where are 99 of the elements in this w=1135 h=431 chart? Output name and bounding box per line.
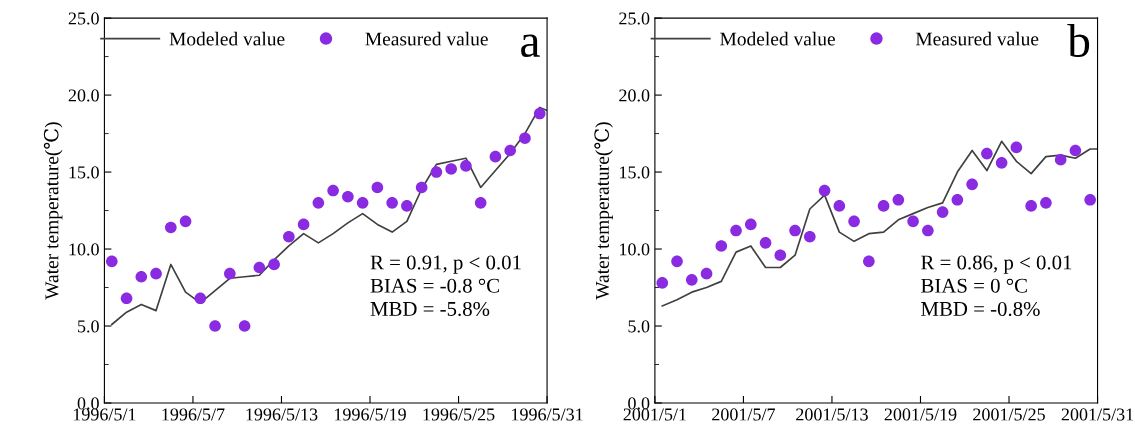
y-tick-label: 20.0 [68, 89, 99, 102]
point [1025, 200, 1037, 212]
point [386, 197, 398, 209]
point [818, 184, 831, 197]
point [981, 147, 993, 160]
y-tick-label: 15.0 [620, 166, 650, 179]
y-tick-label: 5.0 [628, 320, 650, 333]
y-tick-label: 10.0 [69, 243, 99, 256]
point [135, 270, 148, 283]
point [789, 224, 801, 237]
point [238, 320, 251, 332]
x-tick-label: 1996/5/19 [334, 408, 406, 421]
x-tick-label: 2001/5/7 [712, 408, 776, 421]
x-tick-label: 1996/5/7 [162, 408, 225, 421]
point [907, 215, 919, 228]
point [833, 200, 846, 212]
point [1010, 141, 1023, 154]
legend-label: Modeled value [169, 31, 285, 46]
point [863, 255, 875, 268]
point [966, 178, 978, 191]
line-series [110, 106, 548, 326]
point [504, 144, 516, 157]
x-tick-label: 1996/5/31 [512, 408, 583, 421]
x-tick-label: 1996/5/13 [246, 408, 318, 421]
point [489, 150, 502, 163]
point [371, 181, 384, 194]
x-tick-label: 2001/5/25 [973, 408, 1045, 421]
point [165, 221, 177, 234]
point [430, 166, 443, 178]
x-tick-label: 1996/5/25 [423, 408, 495, 421]
chart-title: a [521, 34, 540, 58]
x-tick-label: 2001/5/1 [623, 408, 686, 421]
point [951, 193, 964, 206]
point [700, 267, 713, 280]
y-axis-title: Water temperature(℃) [43, 122, 63, 300]
point [533, 107, 546, 120]
point [936, 206, 949, 218]
legend-label: Modeled value [720, 31, 835, 46]
point [1069, 144, 1082, 157]
annotation: BIAS = -0.8 °C [370, 278, 499, 293]
chart-title: b [1067, 23, 1090, 58]
point [474, 197, 487, 209]
y-tick-label: 10.0 [620, 243, 650, 256]
point [730, 224, 742, 237]
legend-label: Measured value [915, 31, 1039, 46]
point [1084, 193, 1096, 206]
point [342, 190, 354, 203]
y-tick-label: 5.0 [78, 320, 99, 333]
x-tick-label: 1996/5/1 [73, 408, 136, 421]
point [356, 197, 369, 209]
point [209, 320, 221, 332]
x-tick-label: 2001/5/13 [796, 408, 868, 421]
point [656, 277, 669, 289]
y-tick-label: 25.0 [619, 12, 650, 25]
point [253, 261, 266, 274]
point [848, 215, 860, 228]
point [105, 255, 118, 268]
point [297, 218, 310, 231]
point [804, 230, 816, 243]
y-tick-label: 20.0 [619, 89, 650, 102]
point [1054, 153, 1067, 166]
point [312, 197, 325, 209]
point [194, 292, 207, 305]
annotation: MBD = -5.8% [370, 301, 490, 317]
point [715, 240, 728, 252]
point [519, 132, 531, 144]
point [445, 163, 457, 175]
point [120, 292, 133, 305]
annotation: R = 0.86, p < 0.01 [921, 255, 1072, 274]
point [224, 267, 236, 280]
point [759, 237, 772, 249]
point [327, 184, 339, 197]
point [1040, 197, 1052, 209]
point [685, 274, 698, 286]
point [283, 230, 295, 243]
y-tick-label: 25.0 [68, 12, 99, 25]
legend-label: Measured value [365, 31, 488, 46]
y-tick-label: 0.0 [628, 397, 650, 410]
point [401, 200, 413, 212]
point [922, 224, 934, 237]
point [150, 267, 162, 280]
point [744, 218, 757, 231]
annotation: R = 0.91, p < 0.01 [370, 255, 521, 274]
point [892, 193, 905, 206]
point [671, 255, 683, 268]
point [179, 215, 192, 228]
point [268, 258, 280, 271]
point [877, 200, 890, 212]
y-tick-label: 0.0 [77, 397, 99, 410]
y-axis-title: Water temperature(℃) [594, 122, 613, 300]
annotation: MBD = -0.8% [921, 301, 1040, 317]
annotation: BIAS = 0 °C [921, 278, 1027, 293]
point [460, 160, 472, 172]
y-tick-label: 15.0 [69, 166, 99, 179]
x-tick-label: 2001/5/19 [884, 408, 957, 421]
point [774, 249, 787, 261]
point [415, 181, 428, 194]
x-tick-label: 2001/5/31 [1061, 408, 1134, 421]
point [995, 157, 1008, 169]
